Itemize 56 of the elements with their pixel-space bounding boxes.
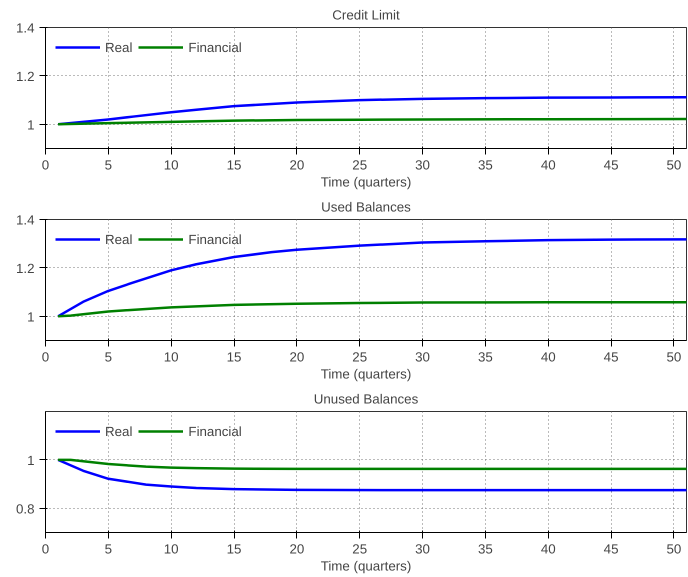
x-tick-label: 50 <box>666 350 682 364</box>
y-tick-label: 1 <box>27 117 35 132</box>
x-tick-label: 35 <box>478 158 493 172</box>
x-tick-label: 40 <box>540 158 556 172</box>
line-series <box>56 458 686 470</box>
legend-label: Financial <box>188 40 242 54</box>
x-tick-label: 20 <box>289 350 304 364</box>
x-tick-label: 10 <box>164 158 179 172</box>
x-tick-label: 50 <box>666 542 682 556</box>
x-tick-label: 0 <box>42 542 50 556</box>
x-tick-label: 25 <box>352 158 368 172</box>
legend-label: Real <box>105 40 132 54</box>
y-tick-label: 1 <box>27 309 35 324</box>
line-series <box>56 301 686 318</box>
x-axis-title: Time (quarters) <box>320 174 412 190</box>
y-tick-label: 1.4 <box>16 212 36 228</box>
x-tick-label: 25 <box>352 542 368 556</box>
y-tick-label: 1.4 <box>16 20 36 36</box>
legend-label: Financial <box>188 232 242 246</box>
x-tick-label: 15 <box>226 350 242 364</box>
x-tick-label: 5 <box>104 542 112 556</box>
x-tick-label: 0 <box>42 158 50 172</box>
chart-title: Credit Limit <box>332 8 400 22</box>
x-tick-label: 20 <box>289 542 304 556</box>
x-tick-label: 10 <box>164 542 179 556</box>
chart-title: Used Balances <box>321 200 412 214</box>
x-tick-label: 10 <box>164 350 179 364</box>
x-tick-label: 5 <box>104 158 112 172</box>
legend-label: Real <box>105 232 132 246</box>
x-tick-label: 40 <box>540 350 556 364</box>
x-tick-label: 30 <box>415 158 430 172</box>
x-tick-label: 40 <box>540 542 556 556</box>
x-axis-title: Time (quarters) <box>320 366 412 382</box>
chart-title: Unused Balances <box>314 392 419 406</box>
x-tick-label: 15 <box>226 542 242 556</box>
x-tick-label: 30 <box>415 350 430 364</box>
legend-label: Financial <box>188 424 242 438</box>
x-tick-label: 35 <box>478 350 493 364</box>
x-tick-label: 45 <box>604 350 619 364</box>
line-series <box>56 458 686 492</box>
y-tick-label: 0.8 <box>16 501 35 516</box>
x-tick-label: 5 <box>104 350 112 364</box>
legend-label: Real <box>105 424 132 438</box>
x-axis-title: Time (quarters) <box>320 558 412 574</box>
x-tick-label: 50 <box>666 158 682 172</box>
x-tick-label: 25 <box>352 350 368 364</box>
x-tick-label: 45 <box>604 542 619 556</box>
x-tick-label: 15 <box>226 158 242 172</box>
x-tick-label: 35 <box>478 542 493 556</box>
x-tick-label: 30 <box>415 542 430 556</box>
x-tick-label: 45 <box>604 158 619 172</box>
y-tick-label: 1.2 <box>16 260 35 276</box>
x-tick-label: 0 <box>42 350 50 364</box>
y-tick-label: 1.2 <box>16 68 35 84</box>
x-tick-label: 20 <box>289 158 304 172</box>
y-tick-label: 1 <box>27 452 35 468</box>
